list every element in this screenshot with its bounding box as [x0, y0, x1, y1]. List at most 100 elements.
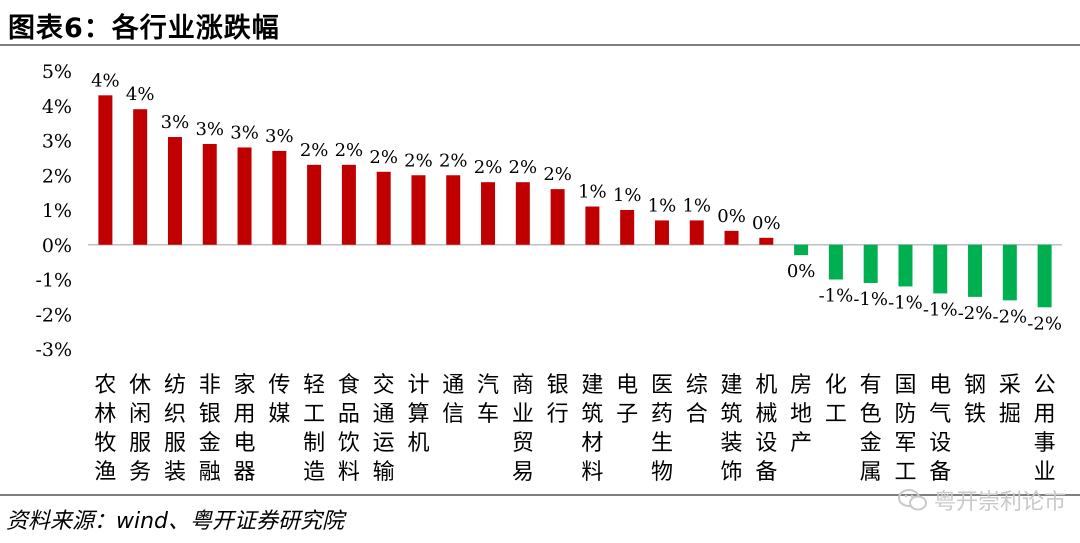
y-tick-label: 3% [42, 131, 72, 153]
bar [515, 182, 530, 245]
y-tick-label: 2% [42, 165, 72, 187]
category-label: 传媒 [268, 373, 290, 427]
data-label: 2% [439, 150, 468, 171]
chart-title: 图表6：各行业涨跌幅 [8, 13, 280, 44]
data-label: -1% [888, 292, 923, 313]
bar [828, 244, 843, 280]
category-label: 国防军工 [894, 373, 916, 485]
bar [411, 175, 426, 245]
y-tick-label: -1% [35, 270, 72, 292]
y-tick-label: -2% [35, 304, 72, 326]
category-label: 农林牧渔 [94, 373, 116, 485]
source-note: 资料来源：wind、粤开证券研究院 [6, 509, 345, 534]
bar [376, 171, 391, 245]
data-label: -2% [993, 306, 1028, 327]
category-label: 建筑装饰 [721, 373, 743, 485]
data-label: 1% [682, 195, 711, 216]
bar [863, 244, 878, 283]
category-label: 银行 [547, 373, 569, 427]
watermark: 粤开崇利论市 [897, 484, 1066, 516]
data-label: 2% [543, 164, 572, 185]
bar [272, 150, 287, 245]
bar [759, 237, 774, 245]
bar [202, 143, 217, 245]
data-label: 2% [300, 140, 329, 161]
category-label: 电气设备 [929, 373, 951, 485]
data-label: 0% [787, 261, 816, 282]
data-label: -1% [819, 286, 854, 307]
source-divider [0, 494, 1080, 496]
category-label: 建筑材料 [581, 373, 603, 485]
category-label: 通信 [442, 373, 464, 427]
category-label: 电子 [616, 373, 638, 427]
bar [481, 182, 496, 245]
y-tick-label: 0% [42, 235, 72, 257]
bar [794, 244, 809, 256]
bar [689, 220, 704, 245]
data-label: -1% [853, 289, 888, 310]
industry-change-bar-chart: 5%4%3%2%1%0%-1%-2%-3%4%农林牧渔4%休闲服务3%纺织服装3… [35, 61, 1062, 485]
category-label: 房地产 [790, 373, 812, 456]
data-label: 3% [161, 112, 190, 133]
data-label: -2% [1027, 313, 1062, 334]
data-label: 2% [335, 140, 364, 161]
wechat-icon [897, 489, 927, 511]
y-tick-label: 1% [42, 200, 72, 222]
category-label: 交通运输 [373, 373, 395, 485]
category-label: 采掘 [999, 373, 1021, 427]
data-label: -1% [923, 299, 958, 320]
category-label: 汽车 [477, 373, 499, 427]
category-label: 钢铁 [964, 373, 986, 427]
category-label: 计算机 [407, 373, 429, 456]
data-label: 2% [474, 157, 503, 178]
bar [133, 109, 148, 245]
bar [968, 244, 983, 297]
bar [550, 189, 565, 245]
data-label: 2% [369, 147, 398, 168]
bar [307, 164, 322, 245]
data-label: 2% [509, 157, 538, 178]
bar [1002, 244, 1017, 301]
data-label: 0% [752, 213, 781, 234]
category-label: 公用事业 [1034, 373, 1056, 485]
data-label: 4% [91, 70, 120, 91]
category-label: 轻工制造 [303, 373, 325, 485]
bar [167, 137, 182, 245]
category-label: 医药生物 [651, 373, 673, 485]
bar [620, 210, 635, 245]
bar [585, 206, 600, 245]
bar [724, 230, 739, 245]
data-label: 4% [126, 84, 155, 105]
y-tick-label: 4% [42, 96, 72, 118]
category-label: 商业贸易 [512, 373, 534, 485]
bar [898, 244, 913, 287]
data-label: 3% [230, 122, 259, 143]
data-label: 1% [648, 195, 677, 216]
data-label: 2% [404, 150, 433, 171]
bar [98, 95, 113, 245]
category-label: 非银金融 [199, 373, 221, 485]
category-label: 机械设备 [755, 373, 777, 485]
category-label: 化工 [825, 373, 847, 427]
watermark-text: 粤开崇利论市 [933, 490, 1066, 515]
bar [654, 220, 669, 245]
category-label: 有色金属 [860, 373, 882, 485]
data-label: 3% [265, 126, 294, 147]
y-tick-label: -3% [35, 339, 72, 361]
category-label: 食品饮料 [338, 373, 360, 485]
bar [446, 175, 461, 245]
data-label: 1% [578, 182, 607, 203]
title-divider [0, 44, 1080, 46]
data-label: 0% [717, 206, 746, 227]
y-tick-label: 5% [42, 61, 72, 83]
category-label: 纺织服装 [164, 373, 186, 485]
data-label: 3% [195, 119, 224, 140]
data-label: 1% [613, 185, 642, 206]
bar [341, 164, 356, 245]
category-label: 家用电器 [234, 373, 256, 485]
bar [237, 147, 252, 245]
bar [1037, 244, 1052, 308]
bar [933, 244, 948, 294]
category-label: 综合 [686, 373, 708, 427]
data-label: -2% [958, 303, 993, 324]
